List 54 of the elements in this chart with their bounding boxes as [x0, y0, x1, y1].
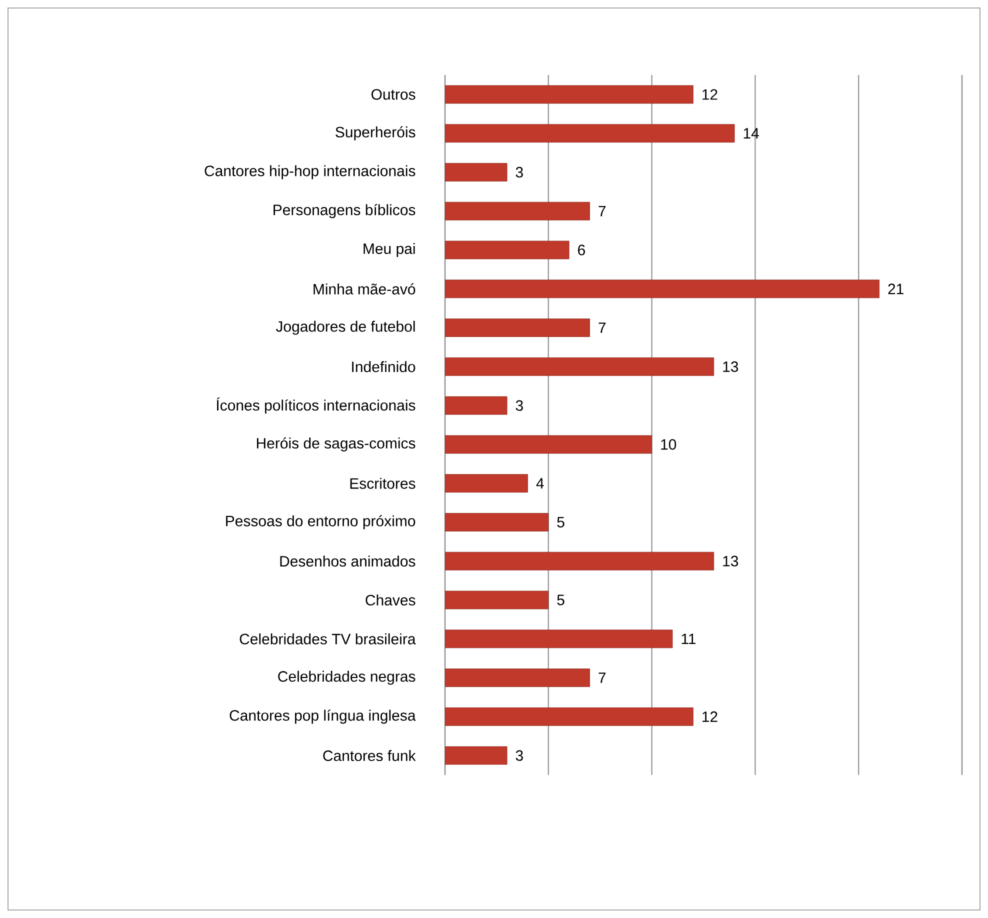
y-tick-label: Cantores funk — [323, 750, 416, 762]
bar — [445, 668, 590, 687]
bar — [445, 474, 528, 493]
bar — [445, 85, 694, 104]
bar — [445, 280, 880, 298]
y-tick-label: Heróis de sagas-comics — [256, 437, 416, 452]
y-tick-label: Escritores — [350, 478, 416, 489]
data-label: 5 — [557, 516, 564, 528]
bar — [445, 202, 590, 220]
data-label: 14 — [744, 128, 759, 138]
data-label: 6 — [578, 244, 585, 256]
bar — [445, 590, 549, 610]
bar — [445, 163, 508, 182]
data-label: 5 — [557, 594, 564, 606]
bar — [445, 746, 508, 765]
data-label: 13 — [723, 556, 738, 566]
bar — [445, 396, 508, 415]
y-tick-label: Cantores pop língua inglesa — [230, 710, 416, 724]
data-label: 11 — [682, 634, 696, 644]
y-tick-label: Cantores hip-hop internacionais — [204, 165, 416, 180]
data-label: 21 — [888, 284, 904, 294]
bar — [445, 435, 652, 454]
y-tick-label: Superheróis — [336, 126, 416, 140]
y-tick-label: Chaves — [366, 594, 416, 606]
bar — [445, 240, 570, 260]
data-label: 7 — [598, 322, 606, 333]
y-tick-label: Celebridades negras — [278, 670, 416, 685]
y-tick-label: Indefinido — [352, 361, 416, 372]
data-label: 12 — [702, 711, 718, 722]
y-tick-label: Outros — [371, 89, 416, 100]
data-label: 12 — [702, 89, 718, 100]
y-tick-label: Meu pai — [364, 243, 415, 257]
y-tick-label: Personagens bíblicos — [274, 204, 416, 218]
bar — [445, 707, 694, 726]
y-tick-label: Minha mãe-avó — [314, 283, 416, 294]
data-label: 3 — [516, 166, 523, 178]
y-tick-label: Celebridades TV brasileira — [240, 633, 416, 644]
data-label: 3 — [516, 750, 523, 761]
bar — [445, 357, 714, 376]
y-tick-label: Jogadores de futebol — [276, 320, 415, 335]
data-label: 7 — [598, 206, 606, 216]
data-label: 10 — [661, 439, 676, 450]
bar — [445, 513, 549, 532]
bar — [445, 630, 673, 648]
data-label: 4 — [536, 478, 544, 488]
data-label: 3 — [516, 400, 523, 411]
y-tick-label: Ícones políticos internacionais — [216, 397, 416, 414]
bar — [445, 552, 714, 570]
data-label: 7 — [598, 672, 606, 683]
data-label: 13 — [723, 361, 738, 372]
y-tick-label: Desenhos animados — [280, 556, 416, 567]
bar — [445, 318, 590, 337]
y-tick-label: Pessoas do entorno próximo — [226, 515, 416, 530]
bar — [445, 124, 735, 143]
